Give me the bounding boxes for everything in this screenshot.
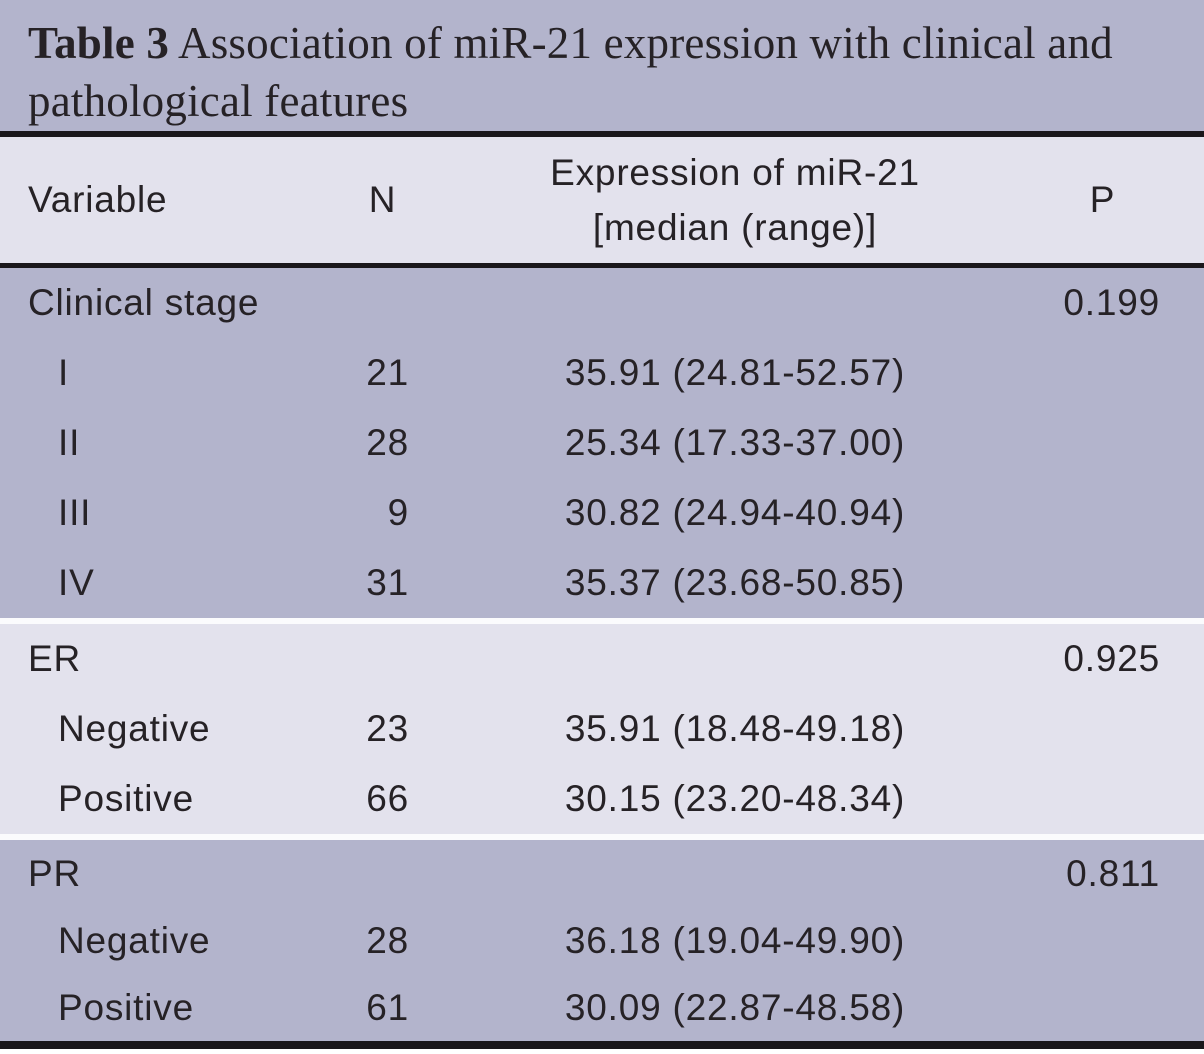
group-separator xyxy=(0,834,1204,840)
variable-cell: Clinical stage xyxy=(28,282,260,323)
variable-cell: Negative xyxy=(58,708,211,749)
p-value-cell: 0.925 xyxy=(1063,638,1160,679)
n-cell: 21 xyxy=(366,352,409,393)
p-value-cell: 0.199 xyxy=(1063,282,1160,323)
title-rule xyxy=(0,131,1204,137)
table-title: Table 3 Association of miR-21 expression… xyxy=(0,0,1204,131)
variable-cell: II xyxy=(58,422,81,463)
group-er: ER 0.925 Negative 23 35.91 (18.48-49.18) Posi… xyxy=(0,624,1204,834)
data-row: III 9 30.82 (24.94-40.94) xyxy=(0,478,1204,548)
expression-cell: 30.15 (23.20-48.34) xyxy=(564,778,906,819)
header-rule xyxy=(0,263,1204,268)
variable-cell: I xyxy=(58,352,70,393)
group-header-row: PR 0.811 xyxy=(0,840,1204,907)
group-header-row: ER 0.925 xyxy=(0,624,1204,694)
expression-cell: 35.91 (24.81-52.57) xyxy=(564,352,906,393)
table-title-text: Association of miR-21 expression with cl… xyxy=(28,18,1113,126)
expression-cell: 35.91 (18.48-49.18) xyxy=(564,708,906,749)
n-cell: 28 xyxy=(366,919,409,961)
n-cell: 66 xyxy=(366,778,409,819)
data-row: Positive 61 30.09 (22.87-48.58) xyxy=(0,974,1204,1041)
column-header-row: Variable N Expression of miR-21 [median … xyxy=(0,137,1204,263)
n-cell: 31 xyxy=(366,562,409,603)
group-clinical-stage: Clinical stage 0.199 I 21 35.91 (24.81-52.57… xyxy=(0,268,1204,618)
data-row: Positive 66 30.15 (23.20-48.34) xyxy=(0,764,1204,834)
data-row: Negative 23 35.91 (18.48-49.18) xyxy=(0,694,1204,764)
data-row: IV 31 35.37 (23.68-50.85) xyxy=(0,548,1204,618)
variable-cell: Positive xyxy=(58,986,194,1028)
variable-cell: PR xyxy=(28,852,81,894)
table-body: Clinical stage 0.199 I 21 35.91 (24.81-52.57… xyxy=(0,268,1204,1041)
expression-cell: 36.18 (19.04-49.90) xyxy=(564,919,906,961)
column-header-expression: Expression of miR-21 [median (range)] xyxy=(425,145,1045,255)
expression-cell: 35.37 (23.68-50.85) xyxy=(564,562,906,603)
n-cell: 61 xyxy=(366,986,409,1028)
column-header-expression-line2: [median (range)] xyxy=(592,207,878,248)
variable-cell: III xyxy=(58,492,92,533)
variable-cell: Negative xyxy=(58,919,211,961)
n-cell: 9 xyxy=(387,492,409,533)
column-header-variable: Variable xyxy=(28,179,168,220)
data-row: Negative 28 36.18 (19.04-49.90) xyxy=(0,907,1204,974)
p-value-cell: 0.811 xyxy=(1066,852,1160,894)
expression-cell: 30.09 (22.87-48.58) xyxy=(564,986,906,1028)
variable-cell: IV xyxy=(58,562,95,603)
variable-cell: ER xyxy=(28,638,81,679)
group-pr: PR 0.811 Negative 28 36.18 (19.04-49.90) Posi… xyxy=(0,840,1204,1041)
table-bottom-border xyxy=(0,1041,1204,1049)
expression-cell: 25.34 (17.33-37.00) xyxy=(564,422,906,463)
expression-cell: 30.82 (24.94-40.94) xyxy=(564,492,906,533)
n-cell: 23 xyxy=(366,708,409,749)
n-cell: 28 xyxy=(366,422,409,463)
column-header-n: N xyxy=(368,179,397,220)
variable-cell: Positive xyxy=(58,778,194,819)
column-header-p: P xyxy=(1089,179,1116,220)
group-separator xyxy=(0,618,1204,624)
data-row: II 28 25.34 (17.33-37.00) xyxy=(0,408,1204,478)
table-title-label: Table 3 xyxy=(28,18,170,68)
column-header-expression-line1: Expression of miR-21 xyxy=(550,152,920,193)
data-row: I 21 35.91 (24.81-52.57) xyxy=(0,338,1204,408)
group-header-row: Clinical stage 0.199 xyxy=(0,268,1204,338)
